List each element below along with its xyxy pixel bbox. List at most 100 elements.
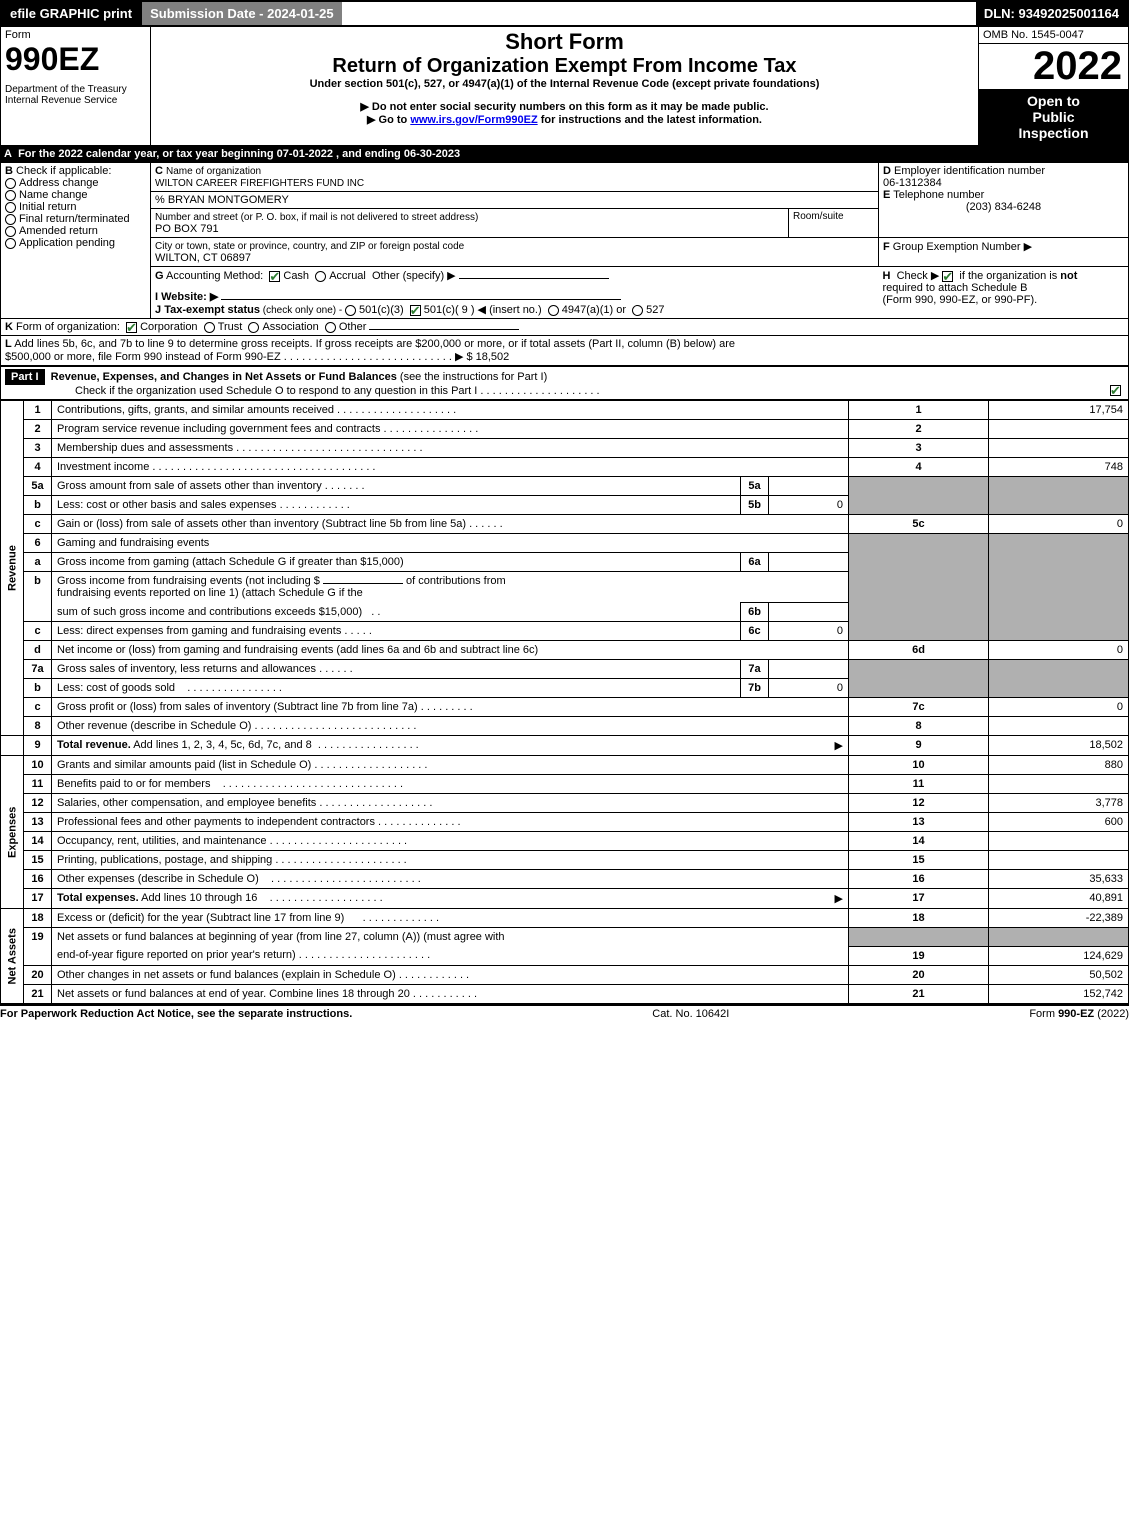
arrow9: ▶	[835, 739, 843, 752]
room-label: Room/suite	[788, 209, 878, 237]
sa6c: 0	[769, 622, 849, 641]
a7c: 0	[989, 698, 1129, 717]
t6c: Less: direct expenses from gaming and fu…	[57, 625, 341, 637]
a12: 3,778	[989, 794, 1129, 813]
t6b3: fundraising events reported on line 1) (…	[57, 587, 363, 599]
t2: Program service revenue including govern…	[57, 423, 380, 435]
fr-post: (2022)	[1094, 1008, 1129, 1020]
city-label: City or town, state or province, country…	[155, 241, 464, 252]
b3: Initial return	[19, 201, 76, 213]
vlabel-revenue: Revenue	[1, 401, 24, 736]
h-l2: required to attach Schedule B	[883, 282, 1028, 294]
g1: Cash	[283, 270, 309, 282]
t12: Salaries, other compensation, and employ…	[57, 797, 316, 809]
a10: 880	[989, 756, 1129, 775]
rn9: 9	[849, 736, 989, 756]
t6: Gaming and fundraising events	[52, 534, 849, 553]
irs-link[interactable]: www.irs.gov/Form990EZ	[410, 114, 537, 126]
a6d: 0	[989, 641, 1129, 660]
chk-other[interactable]	[325, 322, 336, 333]
k2: Trust	[218, 321, 243, 333]
chk-corp[interactable]	[126, 322, 137, 333]
sa5b: 0	[769, 496, 849, 515]
chk-cash[interactable]	[269, 271, 280, 282]
g-text: Accounting Method:	[166, 270, 263, 282]
shade19b	[989, 928, 1129, 947]
a17: 40,891	[989, 889, 1129, 909]
chk-501c[interactable]	[410, 305, 421, 316]
d-title: Employer identification number	[894, 165, 1045, 177]
chk-name[interactable]	[5, 190, 16, 201]
chk-pending[interactable]	[5, 238, 16, 249]
rn15: 15	[849, 851, 989, 870]
sb5b: 5b	[741, 496, 769, 515]
chk-final[interactable]	[5, 214, 16, 225]
rn5c: 5c	[849, 515, 989, 534]
t3: Membership dues and assessments	[57, 442, 233, 454]
label-j: J	[155, 304, 161, 316]
irs-label: Internal Revenue Service	[5, 95, 146, 106]
chk-part1[interactable]	[1110, 385, 1121, 396]
a3	[989, 439, 1129, 458]
rn20: 20	[849, 965, 989, 984]
chk-501c3[interactable]	[345, 305, 356, 316]
chk-assoc[interactable]	[248, 322, 259, 333]
chk-initial[interactable]	[5, 202, 16, 213]
a15	[989, 851, 1129, 870]
chk-527[interactable]	[632, 305, 643, 316]
footer-right: Form 990-EZ (2022)	[1029, 1008, 1129, 1020]
n9: 9	[24, 736, 52, 756]
a20: 50,502	[989, 965, 1129, 984]
vlabel-net: Net Assets	[1, 909, 24, 1004]
n12: 12	[24, 794, 52, 813]
chk-h[interactable]	[942, 271, 953, 282]
shade7	[849, 660, 989, 698]
part1-header: Part I Revenue, Expenses, and Changes in…	[0, 366, 1129, 400]
sb7b: 7b	[741, 679, 769, 698]
label-e: E	[883, 189, 890, 201]
b4: Final return/terminated	[19, 213, 130, 225]
ein: 06-1312384	[883, 177, 942, 189]
a4: 748	[989, 458, 1129, 477]
chk-amended[interactable]	[5, 226, 16, 237]
chk-address[interactable]	[5, 178, 16, 189]
n5c: c	[24, 515, 52, 534]
t16: Other expenses (describe in Schedule O)	[57, 873, 259, 885]
sb6b: 6b	[741, 603, 769, 622]
n5a: 5a	[24, 477, 52, 496]
rn2: 2	[849, 420, 989, 439]
n7c: c	[24, 698, 52, 717]
a9: 18,502	[989, 736, 1129, 756]
care-of: % BRYAN MONTGOMERY	[151, 192, 878, 209]
chk-4947[interactable]	[548, 305, 559, 316]
a2	[989, 420, 1129, 439]
part1-instr: (see the instructions for Part I)	[397, 371, 547, 383]
f-arrow: ▶	[1024, 241, 1032, 253]
rn21: 21	[849, 984, 989, 1003]
rn18: 18	[849, 909, 989, 928]
h-not: not	[1060, 270, 1077, 282]
rn10: 10	[849, 756, 989, 775]
t6b4: sum of such gross income and contributio…	[57, 606, 362, 618]
part1-label: Part I	[5, 369, 45, 385]
shade6b	[989, 534, 1129, 641]
sb6c: 6c	[741, 622, 769, 641]
sa6b	[769, 603, 849, 622]
submission-date: Submission Date - 2024-01-25	[140, 2, 342, 25]
j1: 501(c)(3)	[359, 304, 404, 316]
n4: 4	[24, 458, 52, 477]
header-table: Form 990EZ Department of the Treasury In…	[0, 27, 1129, 146]
label-h: H	[883, 270, 891, 282]
t7b: Less: cost of goods sold	[57, 682, 175, 694]
t6d: Net income or (loss) from gaming and fun…	[52, 641, 849, 660]
l-line1: Add lines 5b, 6c, and 7b to line 9 to de…	[14, 338, 735, 350]
fr-bold: 990-EZ	[1058, 1008, 1094, 1020]
t14: Occupancy, rent, utilities, and maintena…	[57, 835, 267, 847]
chk-trust[interactable]	[204, 322, 215, 333]
footer-left: For Paperwork Reduction Act Notice, see …	[0, 1008, 352, 1020]
chk-accrual[interactable]	[315, 271, 326, 282]
n17: 17	[24, 889, 52, 909]
rn4: 4	[849, 458, 989, 477]
n6: 6	[24, 534, 52, 553]
n3: 3	[24, 439, 52, 458]
